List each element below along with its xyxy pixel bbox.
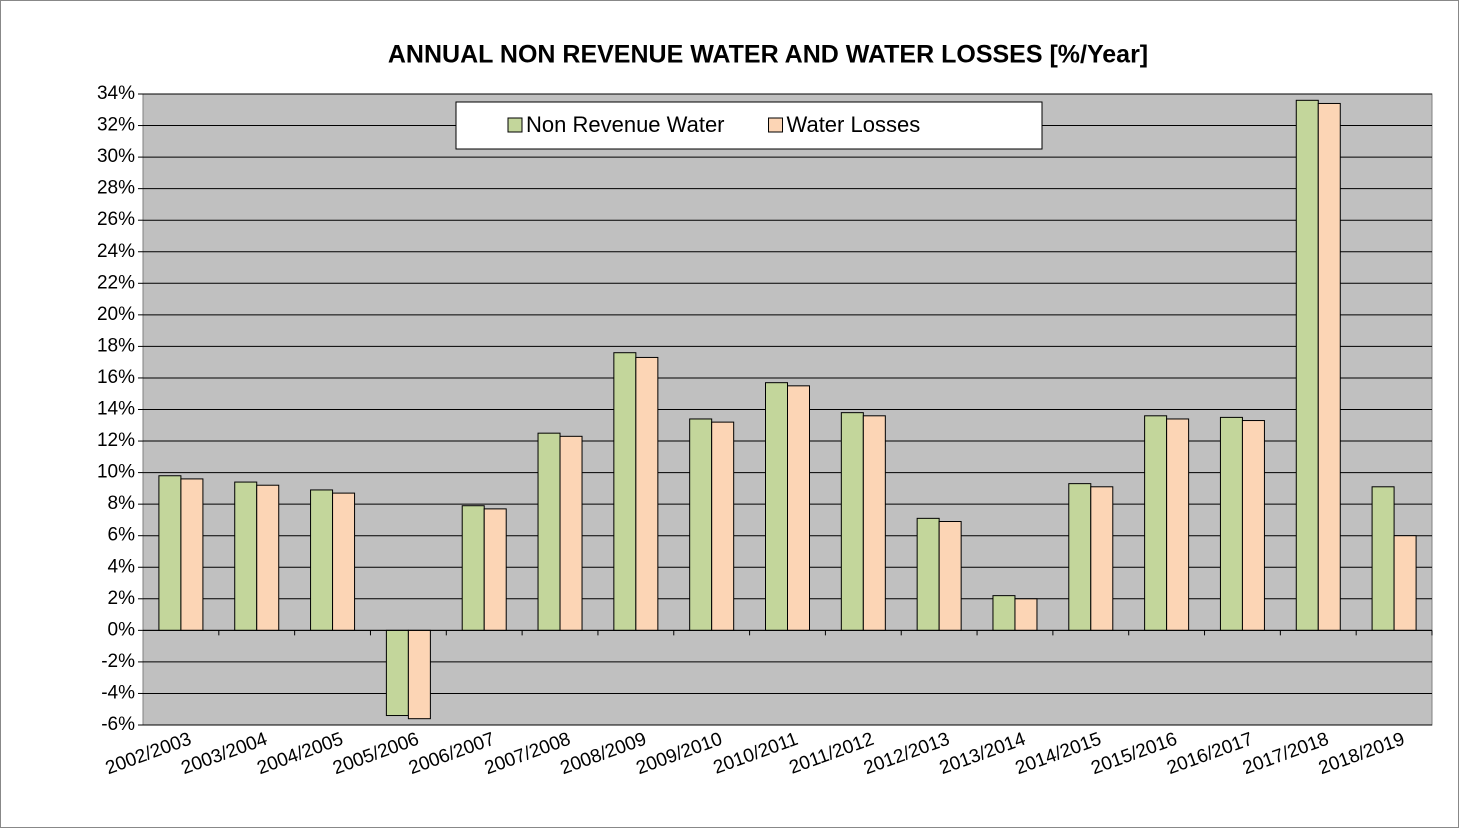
y-tick-label: 8% [108,493,136,514]
bar [1393,535,1417,631]
bar [537,432,561,631]
bar [1144,415,1168,631]
bar [1068,483,1092,631]
y-tick-label: 18% [97,335,135,356]
y-tick-label: 24% [97,241,135,262]
y-tick-label: 10% [97,462,135,483]
bar [635,356,659,631]
bar [711,421,735,631]
bar [765,382,788,631]
bar [332,492,356,631]
y-tick-label: 2% [108,588,136,609]
bar [559,435,583,631]
bar [862,415,886,631]
legend-label: Non Revenue Water [526,112,725,137]
legend-box [455,101,1043,150]
y-tick-label: 0% [108,619,136,640]
y-tick-label: -6% [101,714,135,735]
y-tick-label: 32% [97,115,135,136]
y-tick-label: 4% [108,556,136,577]
bar [1241,420,1265,631]
bar [310,489,334,631]
bar [1317,102,1341,631]
bar [180,478,204,631]
y-tick-label: 12% [97,430,135,451]
y-tick-label: 26% [97,209,135,230]
bar [992,595,1016,631]
legend-swatch [768,117,784,133]
bar [256,484,280,631]
bar [234,481,258,631]
bar [483,508,507,631]
bar [407,629,431,720]
bar [787,385,810,631]
chart-title: ANNUAL NON REVENUE WATER AND WATER LOSSE… [388,41,1148,69]
bar [689,418,713,631]
y-tick-label: 14% [97,399,135,420]
y-tick-label: 34% [97,83,135,104]
y-tick-label: 30% [97,146,135,167]
y-tick-label: 20% [97,304,135,325]
bar [916,517,940,631]
bar [613,352,637,631]
y-tick-label: 6% [108,525,136,546]
bar [1295,99,1319,631]
y-tick-label: -2% [101,651,135,672]
bar [1090,486,1114,631]
bar [385,629,409,717]
bar [1219,416,1243,631]
bar [461,505,485,631]
bar [1371,486,1395,631]
legend-label: Water Losses [787,112,921,137]
y-tick-label: 28% [97,178,135,199]
bar [1014,598,1038,631]
y-tick-label: 22% [97,272,135,293]
legend-swatch [507,117,523,133]
y-tick-label: 16% [97,367,135,388]
bar [1166,418,1190,631]
y-tick-label: -4% [101,682,135,703]
bar [938,521,962,631]
bar [158,475,182,631]
bar [840,412,864,631]
